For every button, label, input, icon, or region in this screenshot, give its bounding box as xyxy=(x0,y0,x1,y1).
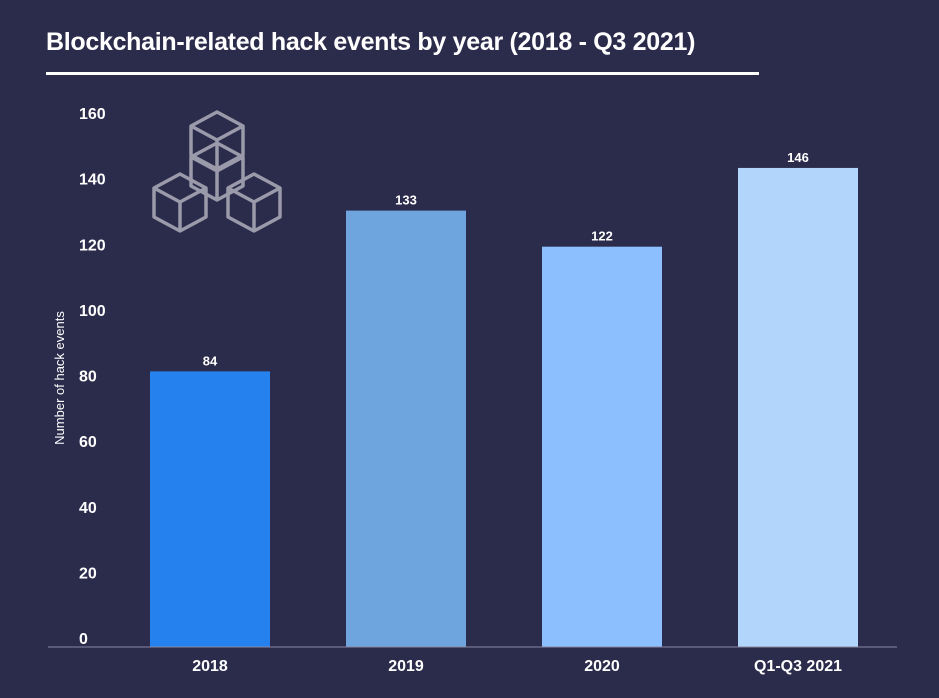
y-tick-label: 40 xyxy=(79,500,97,517)
data-label: 146 xyxy=(787,150,809,165)
bar-2018 xyxy=(150,371,270,647)
y-tick-label: 140 xyxy=(79,172,106,189)
data-label: 133 xyxy=(395,193,417,208)
bars xyxy=(150,167,858,647)
y-tick-label: 0 xyxy=(79,631,88,648)
y-tick-label: 160 xyxy=(79,106,106,123)
x-category-label: 2018 xyxy=(192,658,228,675)
bar-q1-q3-2021 xyxy=(738,167,858,647)
y-tick-label: 60 xyxy=(79,434,97,451)
blockchain-cubes-icon xyxy=(152,110,282,233)
x-category-label: 2020 xyxy=(584,658,620,675)
y-axis-ticks: 0 20 40 60 80 100 120 140 160 xyxy=(79,106,106,648)
chart-title: Blockchain-related hack events by year (… xyxy=(46,28,696,56)
data-label: 84 xyxy=(203,353,218,368)
y-tick-label: 80 xyxy=(79,369,97,386)
y-axis-label: Number of hack events xyxy=(52,311,67,445)
x-category-label: Q1-Q3 2021 xyxy=(754,658,842,675)
data-label: 122 xyxy=(591,229,613,244)
y-tick-label: 20 xyxy=(79,565,97,582)
bar-2019 xyxy=(346,210,466,647)
y-tick-label: 120 xyxy=(79,237,106,254)
bar-2020 xyxy=(542,246,662,647)
y-tick-label: 100 xyxy=(79,303,106,320)
title-underline xyxy=(46,72,759,75)
x-axis-categories: 2018 2019 2020 Q1-Q3 2021 xyxy=(192,658,842,675)
data-labels: 84 133 122 146 xyxy=(203,150,809,368)
x-category-label: 2019 xyxy=(388,658,424,675)
